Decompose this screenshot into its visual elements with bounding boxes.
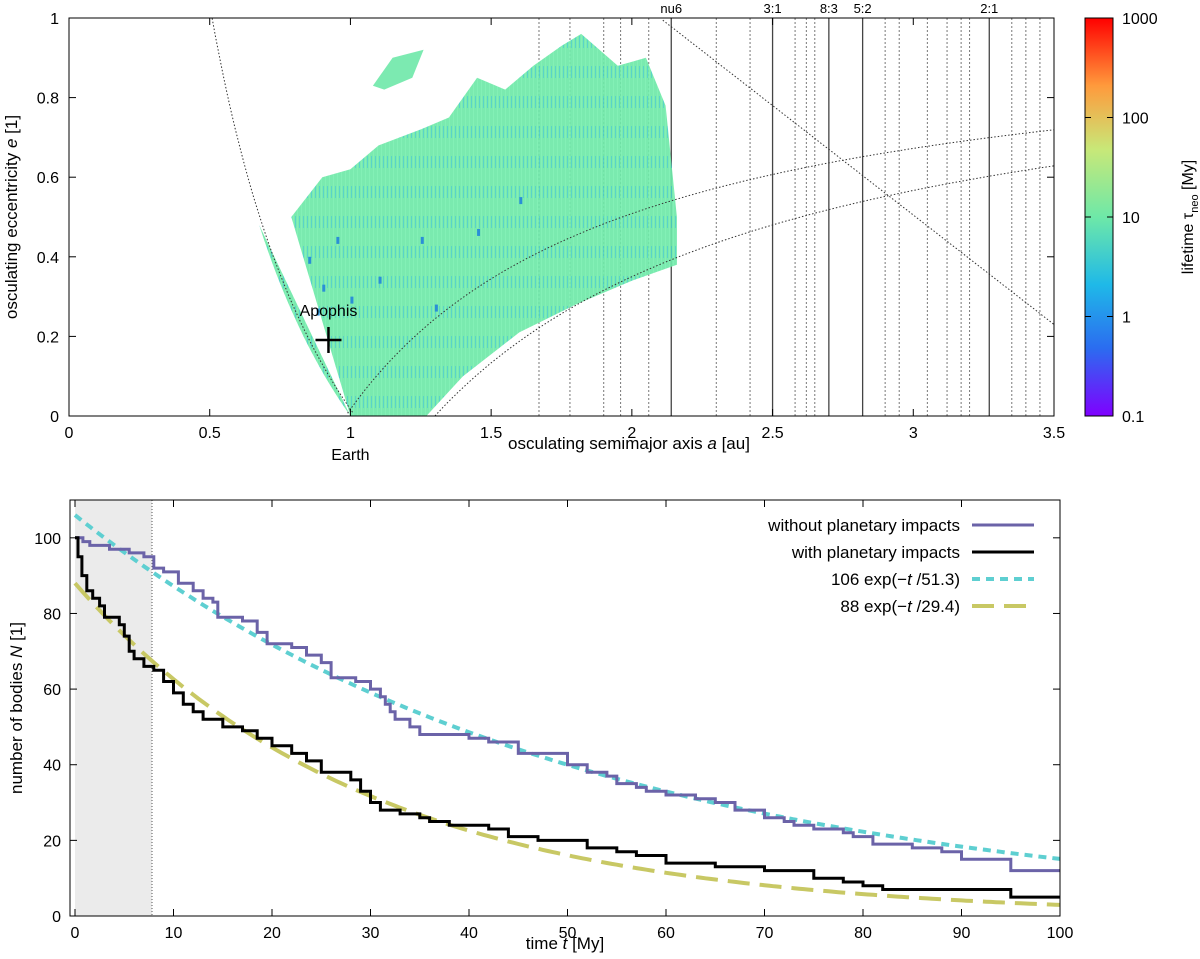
legend: without planetary impacts with planetary … <box>767 516 1034 616</box>
short-lifetime-point <box>316 308 320 316</box>
x-tick-label: 80 <box>854 925 872 942</box>
earth-label: Earth <box>331 447 369 464</box>
y-tick-label: 0 <box>52 909 61 926</box>
eccentricity-panel: 0 0.5 1 1.5 2 2.5 3 3.5 0 0.2 0.4 0.6 0.8 1 nu6 3:1 8:… <box>2 1 1200 464</box>
y-tick-label: 60 <box>43 682 61 699</box>
short-lifetime-point <box>519 197 523 205</box>
x-tick-label: 100 <box>1047 925 1074 942</box>
shaded-interval <box>75 500 152 916</box>
apophis-marker <box>315 326 342 353</box>
short-lifetime-point <box>336 236 340 244</box>
bottom-y-axis-label: number of bodies N [1] <box>7 622 26 794</box>
x-tick-label: 10 <box>165 925 183 942</box>
x-tick-label: 2 <box>627 425 636 442</box>
series-with-impacts <box>75 536 1060 899</box>
resonance-label: 8:3 <box>820 1 838 16</box>
fit-106-exp <box>73 513 1060 861</box>
x-tick-label: 0.5 <box>199 425 221 442</box>
legend-label: without planetary impacts <box>767 516 960 535</box>
resonance-label: 3:1 <box>764 1 782 16</box>
top-x-axis-label: osculating semimajor axis a [au] <box>508 434 750 453</box>
short-lifetime-points <box>308 49 523 316</box>
x-tick-label: 40 <box>460 925 478 942</box>
scatter-plume <box>372 49 424 90</box>
colorbar-tick-label: 1000 <box>1122 11 1158 28</box>
short-lifetime-point <box>378 276 382 284</box>
top-y-axis: 0 0.2 0.4 0.6 0.8 1 <box>37 11 1054 426</box>
resonance-labels: nu6 3:1 8:3 5:2 2:1 <box>660 1 998 16</box>
x-tick-label: 50 <box>559 925 577 942</box>
x-tick-label: 60 <box>657 925 675 942</box>
top-x-axis: 0 0.5 1 1.5 2 2.5 3 3.5 <box>65 18 1065 442</box>
series-without-impacts <box>75 536 1060 873</box>
short-lifetime-point <box>322 284 326 292</box>
legend-label: 106 exp(−t /51.3) <box>831 570 960 589</box>
neo-scatter-cloud <box>259 33 677 416</box>
apophis-label: Apophis <box>300 303 358 320</box>
x-tick-label: 90 <box>953 925 971 942</box>
colorbar-label: lifetime τneo [My] <box>1180 160 1200 274</box>
y-tick-label: 0.2 <box>37 329 59 346</box>
short-lifetime-point <box>350 296 354 304</box>
planet-crossing-curves <box>211 18 1054 416</box>
x-tick-label: 0 <box>71 925 80 942</box>
short-lifetime-point <box>477 228 481 236</box>
short-lifetime-point <box>308 256 312 264</box>
colorbar-tick-label: 10 <box>1122 210 1140 227</box>
colorbar-tick-label: 0.1 <box>1122 409 1144 426</box>
earth-crossing-curve-q <box>347 129 1054 414</box>
major-resonance-lines <box>670 18 990 416</box>
y-tick-label: 0.4 <box>37 250 59 267</box>
colorbar-ticks: 0.1 1 10 100 1000 <box>1085 11 1158 426</box>
x-tick-label: 3 <box>909 425 918 442</box>
bottom-y-axis: 0 20 40 60 80 100 <box>34 531 1060 926</box>
x-tick-label: 70 <box>756 925 774 942</box>
y-tick-label: 80 <box>43 606 61 623</box>
fit-88-exp <box>73 581 1060 907</box>
colorbar-tick-label: 100 <box>1122 111 1149 128</box>
x-tick-label: 1 <box>346 425 355 442</box>
bottom-x-axis-label: time t [My] <box>526 934 604 953</box>
x-tick-label: 3.5 <box>1043 425 1065 442</box>
jupiter-crossing-curve <box>662 19 1054 325</box>
survival-panel: 0 10 20 30 40 50 60 70 80 90 100 0 20 40 60 80 100 with… <box>7 499 1074 953</box>
legend-label: with planetary impacts <box>791 543 960 562</box>
y-tick-label: 1 <box>50 11 59 28</box>
resonance-label: 2:1 <box>980 1 998 16</box>
x-tick-label: 2.5 <box>761 425 783 442</box>
colorbar-tick-label: 1 <box>1122 310 1131 327</box>
y-tick-label: 40 <box>43 758 61 775</box>
resonance-label: 5:2 <box>854 1 872 16</box>
x-tick-label: 30 <box>362 925 380 942</box>
y-tick-label: 100 <box>34 531 61 548</box>
short-lifetime-point <box>420 236 424 244</box>
bottom-plot-frame <box>69 499 1061 917</box>
resonance-label: nu6 <box>660 1 682 16</box>
top-plot-frame <box>68 17 1055 417</box>
short-lifetime-point <box>434 304 438 312</box>
top-y-axis-label: osculating eccentricity e [1] <box>2 115 21 319</box>
y-tick-label: 20 <box>43 833 61 850</box>
y-tick-label: 0.8 <box>37 91 59 108</box>
legend-label: 88 exp(−t /29.4) <box>840 597 960 616</box>
x-tick-label: 0 <box>65 425 74 442</box>
earth-crossing-curve-Q <box>211 18 354 414</box>
y-tick-label: 0 <box>50 409 59 426</box>
bottom-x-axis: 0 10 20 30 40 50 60 70 80 90 100 <box>71 500 1074 942</box>
y-tick-label: 0.6 <box>37 170 59 187</box>
x-tick-label: 1.5 <box>480 425 502 442</box>
x-tick-label: 20 <box>263 925 281 942</box>
